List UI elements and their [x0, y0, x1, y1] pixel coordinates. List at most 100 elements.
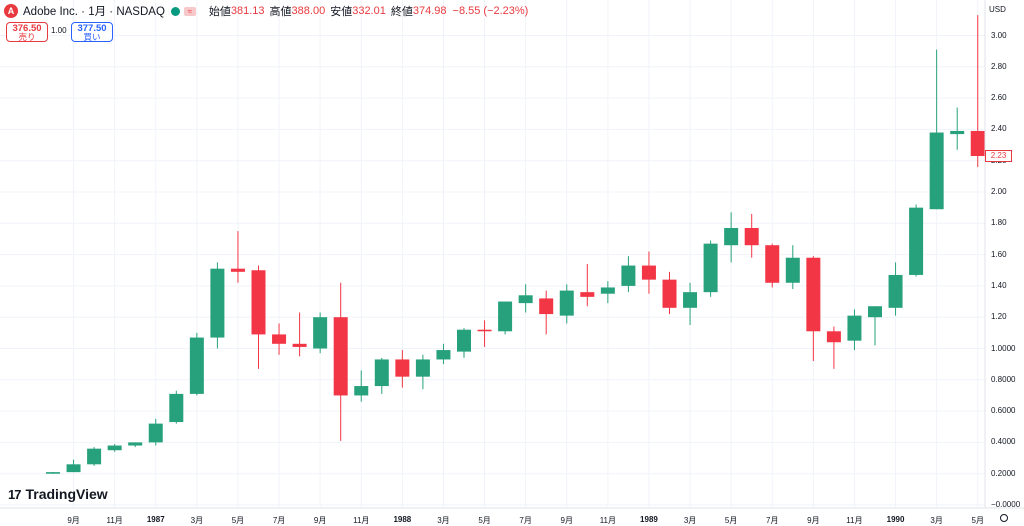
candle-body: [888, 274, 903, 308]
candle[interactable]: [539, 290, 554, 335]
candle-body: [292, 343, 307, 347]
x-tick-label: 1989: [640, 515, 658, 524]
high-label: 高値: [269, 6, 292, 18]
candle[interactable]: [272, 323, 287, 355]
open-value: 381.13: [230, 5, 265, 17]
candle[interactable]: [457, 328, 471, 358]
x-tick-label: 9月: [807, 516, 820, 525]
candle[interactable]: [354, 370, 369, 402]
candle[interactable]: [909, 204, 924, 277]
candle[interactable]: [518, 284, 533, 313]
candle[interactable]: [148, 418, 163, 446]
candle[interactable]: [950, 107, 965, 150]
candle[interactable]: [600, 281, 615, 304]
candle[interactable]: [189, 332, 204, 396]
candle[interactable]: [970, 15, 985, 167]
last-price-tag: 2.23: [985, 150, 1012, 162]
symbol-header: A Adobe Inc. · 1月 · NASDAQ ≈ 始値 381.13 高値…: [4, 2, 528, 20]
candle-body: [189, 337, 204, 394]
candle-body: [785, 257, 800, 283]
settings-gear-icon[interactable]: [1000, 514, 1008, 522]
candle[interactable]: [580, 263, 595, 307]
candle[interactable]: [703, 240, 718, 297]
y-tick-label: 0.6000: [991, 406, 1016, 416]
candle[interactable]: [826, 326, 841, 369]
candle[interactable]: [888, 262, 903, 316]
y-tick-label: 2.00: [991, 187, 1007, 196]
symbol-title[interactable]: Adobe Inc. · 1月 · NASDAQ: [23, 6, 165, 18]
candle-body: [847, 315, 862, 341]
candle[interactable]: [724, 212, 739, 263]
candle[interactable]: [641, 251, 656, 294]
x-tick-label: 1988: [393, 515, 412, 524]
candle[interactable]: [292, 312, 307, 357]
candle[interactable]: [333, 282, 348, 441]
candle[interactable]: [251, 265, 266, 369]
candle[interactable]: [46, 472, 60, 474]
candle[interactable]: [128, 442, 143, 448]
candle-body: [950, 130, 965, 135]
low-label: 安値: [330, 6, 353, 18]
candle[interactable]: [415, 354, 430, 390]
candle-body: [970, 130, 985, 157]
x-tick-label: 5月: [478, 516, 491, 525]
candle-body: [744, 227, 759, 246]
candle[interactable]: [683, 282, 698, 326]
candle-body: [765, 245, 780, 283]
candle-body: [148, 423, 163, 443]
candle[interactable]: [785, 245, 800, 290]
candle[interactable]: [169, 390, 184, 424]
high-value: 388.00: [291, 5, 326, 17]
candle-body: [128, 442, 143, 446]
x-tick-label: 9月: [313, 516, 327, 525]
candle[interactable]: [436, 343, 451, 365]
candle-body: [909, 207, 924, 275]
candle[interactable]: [744, 213, 759, 258]
currency-label[interactable]: USD: [989, 5, 1006, 14]
candle-body: [498, 301, 513, 332]
sell-button[interactable]: 376.50 売り: [6, 22, 48, 42]
candle-body: [251, 270, 266, 335]
candle[interactable]: [929, 49, 944, 210]
candle[interactable]: [477, 320, 492, 347]
candle-body: [210, 268, 225, 338]
sell-label: 売り: [18, 32, 36, 42]
candle[interactable]: [87, 447, 102, 466]
candle[interactable]: [107, 443, 122, 452]
candle[interactable]: [230, 231, 245, 283]
candle-body: [662, 279, 677, 308]
candle-body: [169, 393, 184, 423]
y-tick-label: 2.60: [991, 93, 1007, 103]
candle[interactable]: [662, 271, 677, 315]
candle[interactable]: [395, 350, 410, 388]
candle[interactable]: [847, 309, 862, 351]
x-tick-label: 11月: [106, 516, 123, 525]
candle[interactable]: [765, 243, 780, 288]
candle-body: [868, 306, 882, 318]
candle-body: [621, 265, 636, 286]
candle-body: [477, 329, 492, 332]
candle-body: [518, 295, 533, 304]
candle[interactable]: [313, 312, 328, 354]
candle[interactable]: [374, 357, 389, 394]
candle[interactable]: [498, 301, 513, 335]
candle-body: [703, 243, 718, 293]
x-tick-label: 11月: [846, 516, 863, 525]
candle[interactable]: [559, 284, 574, 324]
candle-body: [683, 292, 698, 308]
candle[interactable]: [868, 306, 882, 346]
candle[interactable]: [66, 459, 81, 473]
candle-body: [457, 329, 471, 352]
candle-body: [724, 227, 739, 246]
data-flag-icon: ≈: [183, 6, 196, 16]
y-tick-label: 0.8000: [991, 374, 1016, 384]
candle[interactable]: [621, 256, 636, 293]
x-tick-label: 5月: [231, 516, 245, 525]
candle-body: [230, 268, 245, 272]
candle-body: [436, 350, 451, 360]
candle[interactable]: [806, 256, 821, 362]
candle[interactable]: [210, 262, 225, 349]
tradingview-logo[interactable]: 17 TradingView: [8, 486, 108, 502]
buy-button[interactable]: 377.50 買い: [71, 22, 113, 42]
